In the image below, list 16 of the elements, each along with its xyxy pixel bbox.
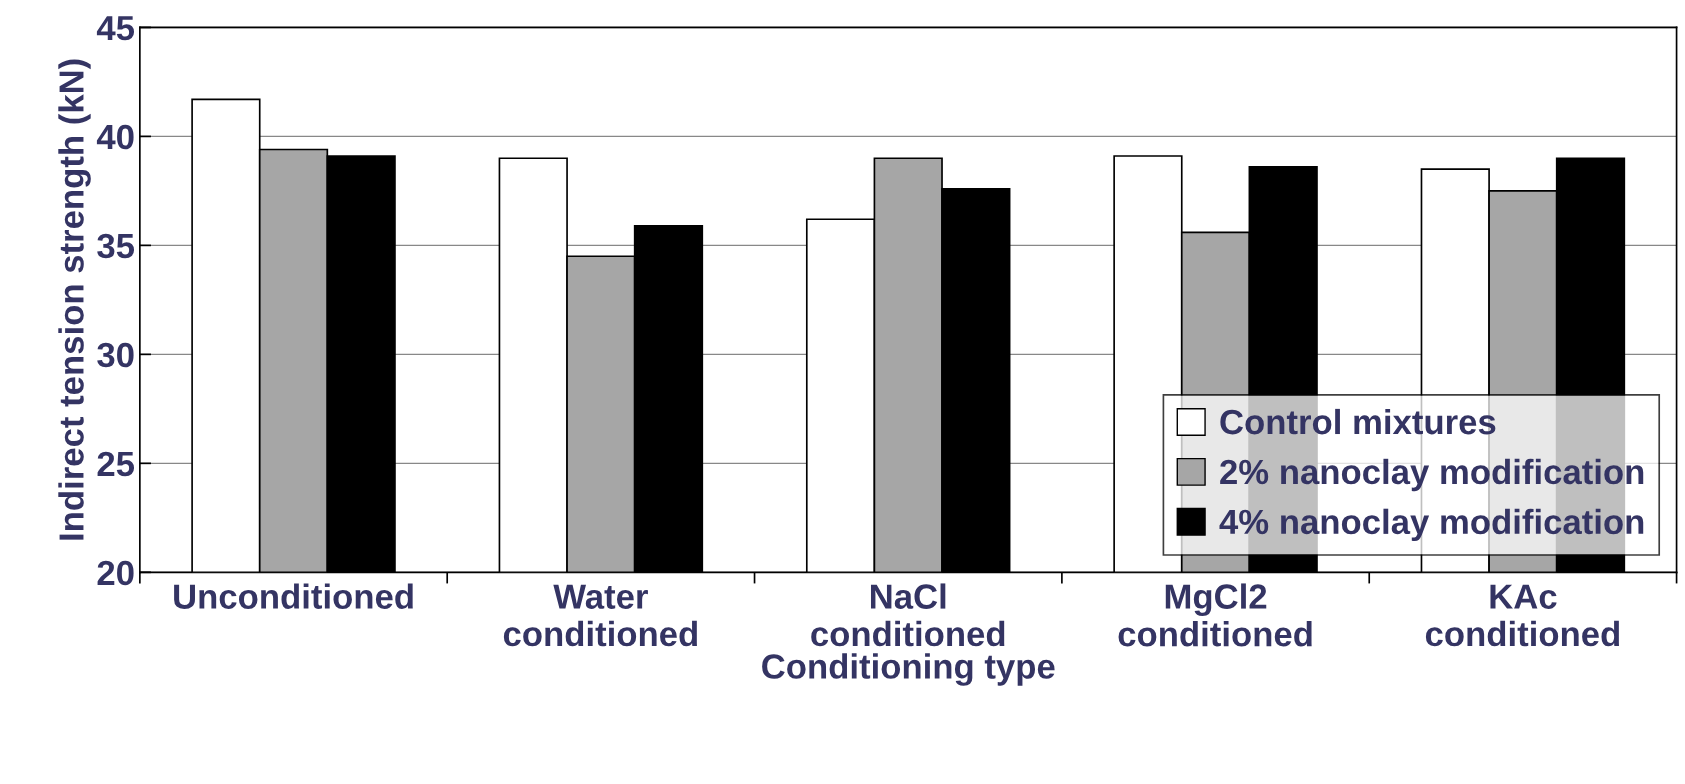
y-tick-label: 35 xyxy=(97,233,135,259)
y-tick-label: 25 xyxy=(97,451,135,477)
y-tick-label: 40 xyxy=(96,124,134,150)
x-tick-label: Unconditioned xyxy=(174,583,413,609)
x-tick-label: NaCl conditioned xyxy=(811,583,1005,647)
y-axis-title: Indirect tension strength (kN) xyxy=(58,59,91,540)
legend-label: 4% nanoclay modification xyxy=(1219,508,1644,542)
y-tick-label: 30 xyxy=(97,342,134,368)
y-tick-label: 20 xyxy=(97,560,134,586)
x-tick-label: KAc conditioned xyxy=(1425,584,1619,647)
legend-label: Control mixtures xyxy=(1220,408,1496,435)
legend-label: 2% nanoclay modification xyxy=(1220,458,1644,492)
y-tick-label: 45 xyxy=(96,16,135,41)
x-tick-label: Water conditioned xyxy=(503,584,697,647)
x-tick-label: MgCl2 conditioned xyxy=(1118,583,1312,647)
x-axis-title: Conditioning type xyxy=(762,653,1055,686)
